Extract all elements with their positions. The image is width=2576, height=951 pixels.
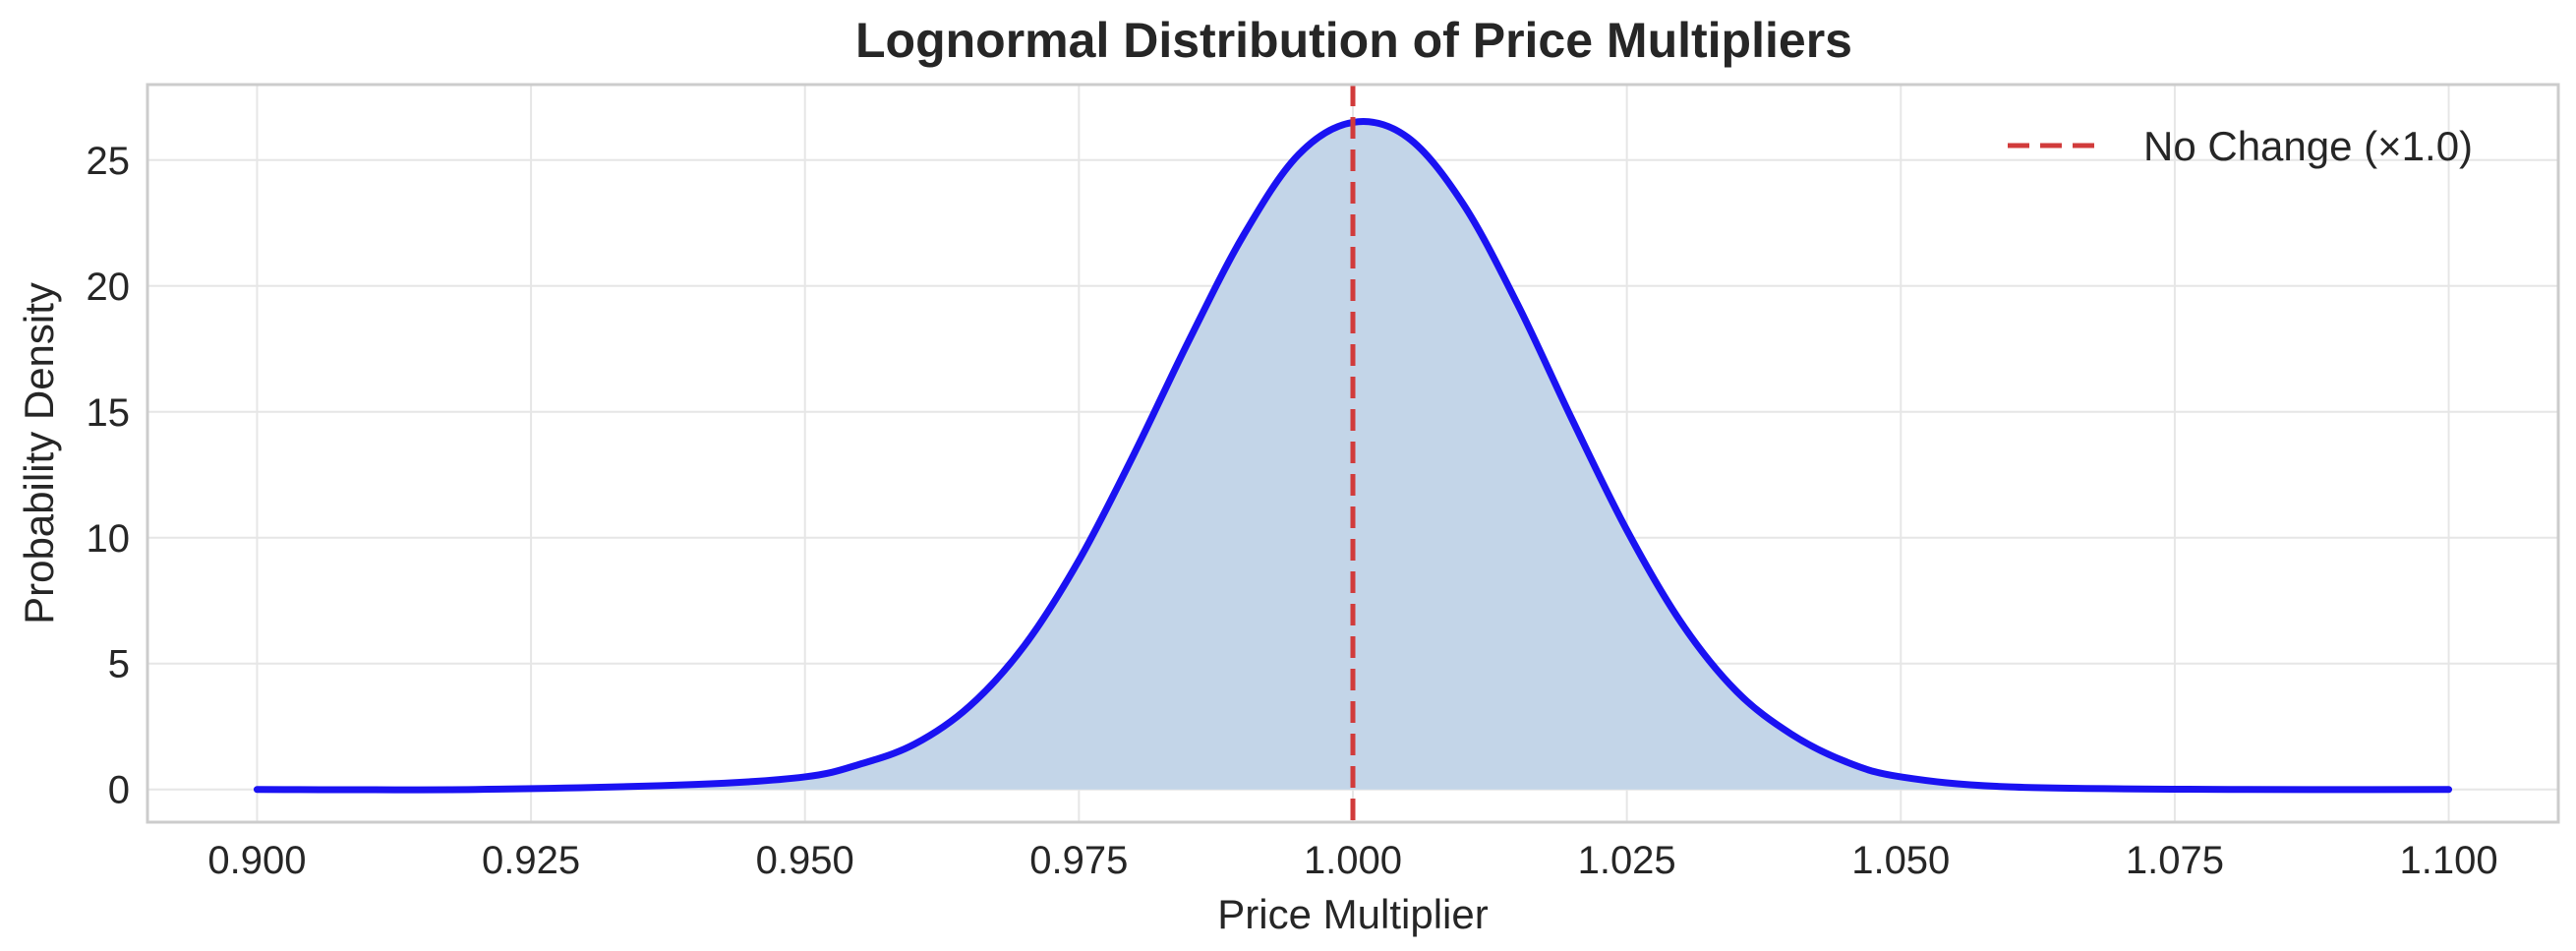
y-tick-label: 25: [87, 140, 131, 183]
plot-frame: [146, 83, 2560, 824]
x-tick-label: 0.950: [756, 839, 854, 882]
x-tick-label: 0.925: [482, 839, 580, 882]
x-tick-label: 0.975: [1029, 839, 1128, 882]
y-tick-label: 5: [108, 643, 130, 686]
y-tick-label: 15: [87, 391, 131, 435]
x-tick-label: 1.000: [1304, 839, 1402, 882]
x-tick-label: 0.900: [207, 839, 306, 882]
y-axis: 0 5 10 15 20 25: [87, 140, 131, 812]
legend: No Change (×1.0): [2008, 123, 2473, 169]
x-axis: 0.900 0.925 0.950 0.975 1.000 1.025 1.050 1.075…: [207, 839, 2497, 882]
x-axis-label: Price Multiplier: [1217, 891, 1488, 937]
legend-label-no-change: No Change (×1.0): [2143, 123, 2473, 169]
y-tick-label: 20: [87, 266, 131, 309]
y-axis-label: Probability Density: [16, 282, 62, 624]
x-tick-label: 1.025: [1578, 839, 1676, 882]
y-tick-label: 0: [108, 769, 130, 812]
x-tick-label: 1.100: [2399, 839, 2497, 882]
x-tick-label: 1.050: [1851, 839, 1950, 882]
plot-area: [253, 85, 2453, 822]
x-tick-label: 1.075: [2126, 839, 2224, 882]
y-tick-label: 10: [87, 517, 131, 561]
chart-title: Lognormal Distribution of Price Multipli…: [855, 13, 1852, 68]
